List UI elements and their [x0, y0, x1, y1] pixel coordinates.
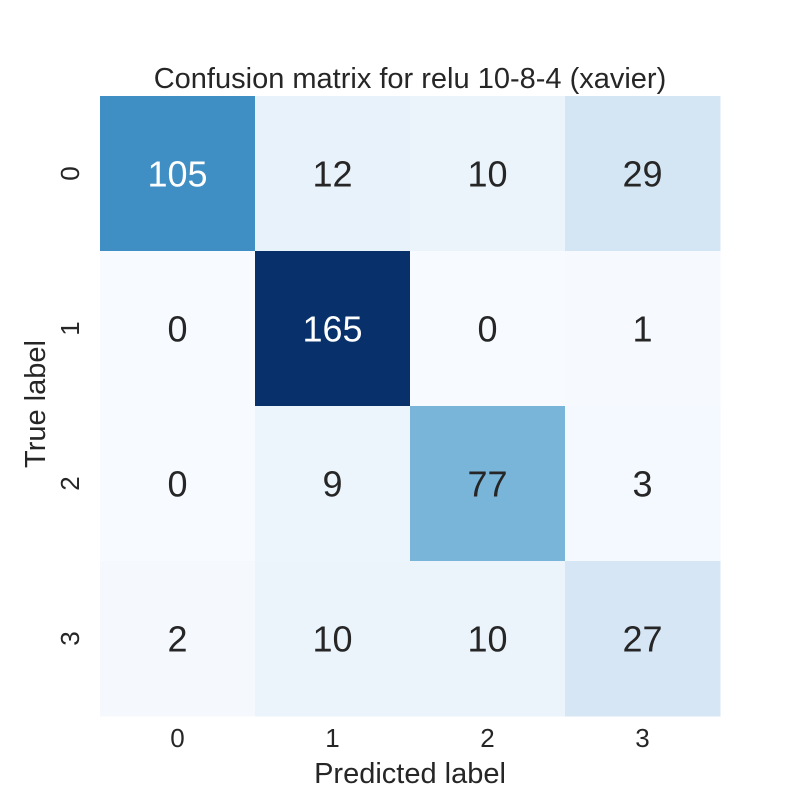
- heatmap-cell: [255, 96, 411, 252]
- cell-value-label: 10: [467, 619, 507, 660]
- heatmap-cells: 105 12 10 290 165 0 10 9 77 32 10 10 27: [100, 96, 721, 717]
- cell-value-label: 10: [312, 619, 352, 660]
- heatmap-cell: [410, 406, 566, 562]
- y-axis-label: True label: [20, 340, 52, 468]
- y-tick-label: 0: [55, 166, 85, 180]
- cell-value-label: 0: [167, 464, 187, 505]
- cell-value-label: 105: [147, 154, 207, 195]
- y-tick-label: 3: [55, 631, 85, 645]
- cell-value-label: 27: [622, 619, 662, 660]
- heatmap-cell: [410, 561, 566, 717]
- x-tick-label: 0: [170, 723, 184, 753]
- cell-value-label: 10: [467, 154, 507, 195]
- x-tick-label: 3: [635, 723, 649, 753]
- cell-value-label: 0: [477, 309, 497, 350]
- y-tick-label: 1: [55, 321, 85, 335]
- cell-value-label: 12: [312, 154, 352, 195]
- heatmap-cell: [565, 251, 721, 407]
- heatmap-cell: [565, 406, 721, 562]
- heatmap-cell: [565, 561, 721, 717]
- y-tick-labels: 0 1 2 3: [55, 166, 85, 645]
- heatmap-cell: [100, 561, 256, 717]
- cell-value-label: 1: [632, 309, 652, 350]
- cell-value-label: 29: [622, 154, 662, 195]
- x-tick-label: 1: [325, 723, 339, 753]
- cell-value-label: 2: [167, 619, 187, 660]
- cell-value-label: 165: [302, 309, 362, 350]
- cell-value-label: 0: [167, 309, 187, 350]
- heatmap-cell: [410, 251, 566, 407]
- chart-title: Confusion matrix for relu 10-8-4 (xavier…: [154, 63, 667, 95]
- cell-value-label: 9: [322, 464, 342, 505]
- heatmap-cell: [410, 96, 566, 252]
- heatmap-cell: [100, 406, 256, 562]
- x-tick-labels: 0 1 2 3: [170, 723, 649, 753]
- heatmap-cell: [255, 251, 411, 407]
- heatmap-cell: [255, 406, 411, 562]
- heatmap-cell: [255, 561, 411, 717]
- x-tick-label: 2: [480, 723, 494, 753]
- x-axis-label: Predicted label: [314, 758, 506, 790]
- cell-value-label: 3: [632, 464, 652, 505]
- heatmap-cell: [100, 96, 256, 252]
- cell-value-label: 77: [467, 464, 507, 505]
- y-tick-label: 2: [55, 476, 85, 490]
- heatmap-cell: [100, 251, 256, 407]
- heatmap-cell: [565, 96, 721, 252]
